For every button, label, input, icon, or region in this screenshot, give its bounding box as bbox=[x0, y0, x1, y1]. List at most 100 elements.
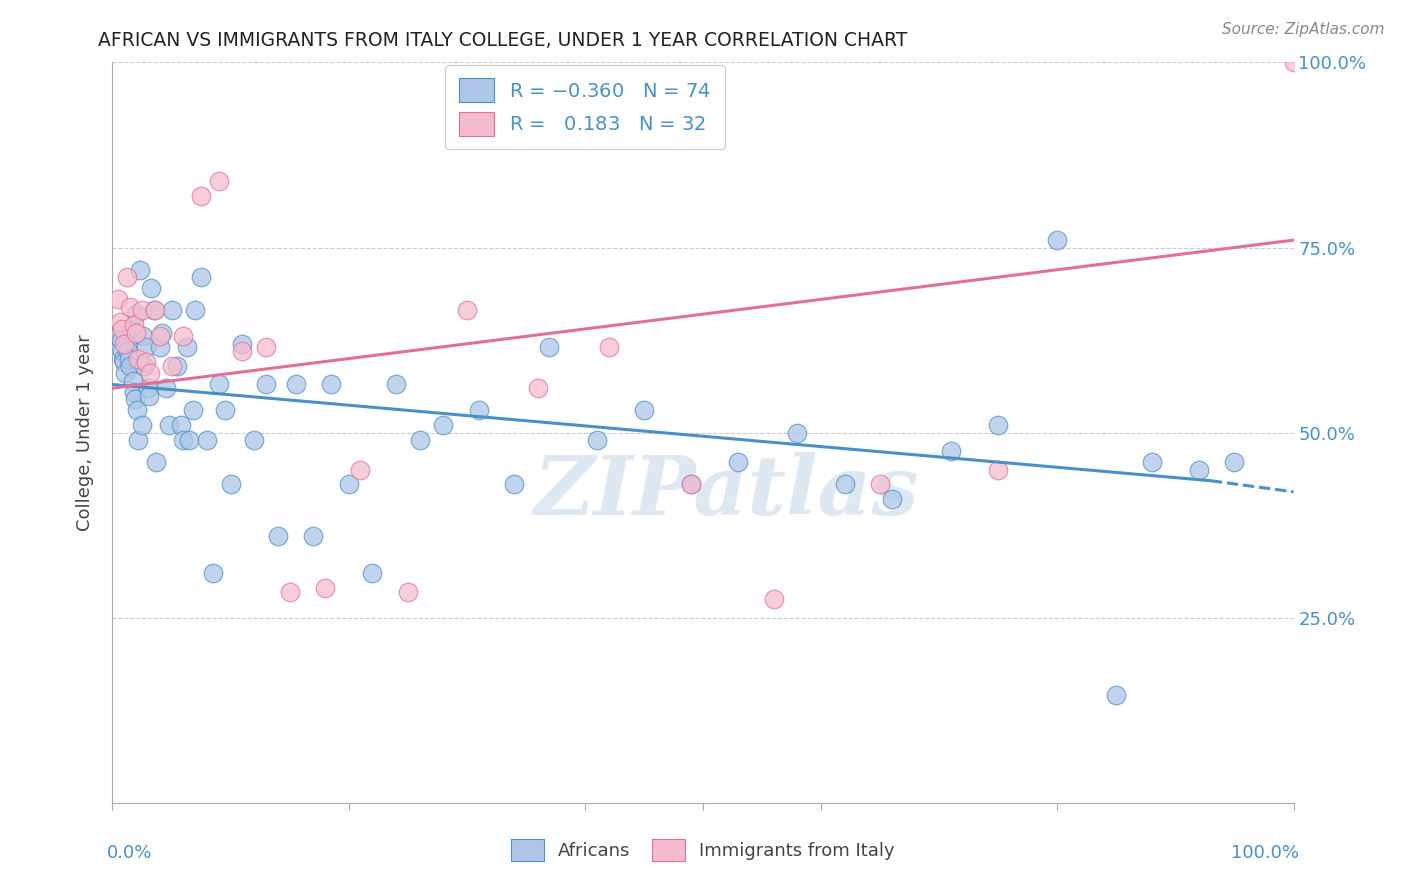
Point bbox=[134, 359, 156, 373]
Point bbox=[195, 433, 218, 447]
Point bbox=[108, 314, 131, 328]
Y-axis label: College, Under 1 year: College, Under 1 year bbox=[76, 334, 94, 531]
Point bbox=[132, 329, 155, 343]
Point bbox=[939, 444, 962, 458]
Point bbox=[117, 344, 139, 359]
Point bbox=[172, 329, 194, 343]
Point bbox=[141, 281, 163, 295]
Point bbox=[987, 462, 1010, 476]
Text: Source: ZipAtlas.com: Source: ZipAtlas.com bbox=[1222, 22, 1385, 37]
Point bbox=[190, 188, 212, 202]
Point bbox=[120, 300, 142, 314]
Point bbox=[112, 355, 135, 369]
Point bbox=[139, 367, 162, 381]
Point bbox=[136, 381, 159, 395]
Point bbox=[1223, 455, 1246, 469]
Point bbox=[122, 384, 145, 399]
Point bbox=[284, 377, 307, 392]
Text: ZIPatlas: ZIPatlas bbox=[534, 452, 920, 532]
Point bbox=[128, 262, 150, 277]
Point bbox=[120, 322, 142, 336]
Point bbox=[176, 341, 198, 355]
Point bbox=[208, 377, 231, 392]
Point bbox=[135, 355, 157, 369]
Point bbox=[201, 566, 224, 581]
Point bbox=[1188, 462, 1211, 476]
Point bbox=[110, 333, 132, 347]
Point bbox=[112, 351, 135, 366]
Point bbox=[456, 303, 478, 318]
Point bbox=[231, 344, 253, 359]
Point bbox=[138, 388, 160, 402]
Point bbox=[869, 477, 891, 491]
Point bbox=[114, 367, 136, 381]
Point bbox=[1105, 689, 1128, 703]
Point bbox=[349, 462, 371, 476]
Point bbox=[302, 529, 325, 543]
Point bbox=[172, 433, 194, 447]
Point bbox=[219, 477, 242, 491]
Text: AFRICAN VS IMMIGRANTS FROM ITALY COLLEGE, UNDER 1 YEAR CORRELATION CHART: AFRICAN VS IMMIGRANTS FROM ITALY COLLEGE… bbox=[98, 31, 908, 50]
Point bbox=[1282, 55, 1305, 70]
Point bbox=[135, 341, 157, 355]
Point bbox=[150, 326, 173, 340]
Point bbox=[111, 322, 134, 336]
Point bbox=[155, 381, 177, 395]
Point bbox=[538, 341, 561, 355]
Point bbox=[127, 433, 149, 447]
Point bbox=[143, 303, 166, 318]
Point bbox=[337, 477, 360, 491]
Point bbox=[111, 344, 134, 359]
Point bbox=[184, 303, 207, 318]
Point bbox=[122, 318, 145, 333]
Point bbox=[120, 359, 142, 373]
Point bbox=[145, 455, 167, 469]
Point bbox=[157, 418, 180, 433]
Point bbox=[243, 433, 266, 447]
Point bbox=[149, 329, 172, 343]
Point bbox=[278, 584, 301, 599]
Point bbox=[121, 374, 143, 388]
Point bbox=[432, 418, 454, 433]
Point bbox=[118, 351, 141, 366]
Point bbox=[834, 477, 856, 491]
Point bbox=[314, 581, 336, 595]
Point bbox=[633, 403, 655, 417]
Point bbox=[131, 418, 153, 433]
Point bbox=[125, 326, 148, 340]
Legend: Africans, Immigrants from Italy: Africans, Immigrants from Italy bbox=[503, 831, 903, 868]
Point bbox=[115, 270, 138, 285]
Point bbox=[503, 477, 526, 491]
Point bbox=[142, 303, 165, 318]
Point bbox=[125, 307, 148, 321]
Point bbox=[214, 403, 236, 417]
Point bbox=[115, 336, 138, 351]
Point bbox=[681, 477, 703, 491]
Text: 0.0%: 0.0% bbox=[107, 844, 152, 862]
Point bbox=[112, 336, 135, 351]
Point bbox=[160, 359, 183, 373]
Point bbox=[107, 329, 129, 343]
Point bbox=[124, 392, 146, 407]
Point bbox=[762, 592, 785, 607]
Point bbox=[585, 433, 607, 447]
Point bbox=[160, 303, 183, 318]
Point bbox=[385, 377, 408, 392]
Point bbox=[267, 529, 290, 543]
Point bbox=[181, 403, 204, 417]
Point bbox=[127, 403, 149, 417]
Point bbox=[408, 433, 430, 447]
Point bbox=[131, 303, 153, 318]
Point bbox=[170, 418, 193, 433]
Point bbox=[231, 336, 253, 351]
Point bbox=[987, 418, 1010, 433]
Point bbox=[467, 403, 489, 417]
Point bbox=[880, 492, 903, 507]
Point bbox=[526, 381, 548, 395]
Point bbox=[727, 455, 749, 469]
Point bbox=[179, 433, 201, 447]
Point bbox=[1140, 455, 1163, 469]
Point bbox=[319, 377, 342, 392]
Point bbox=[598, 341, 620, 355]
Point bbox=[149, 341, 172, 355]
